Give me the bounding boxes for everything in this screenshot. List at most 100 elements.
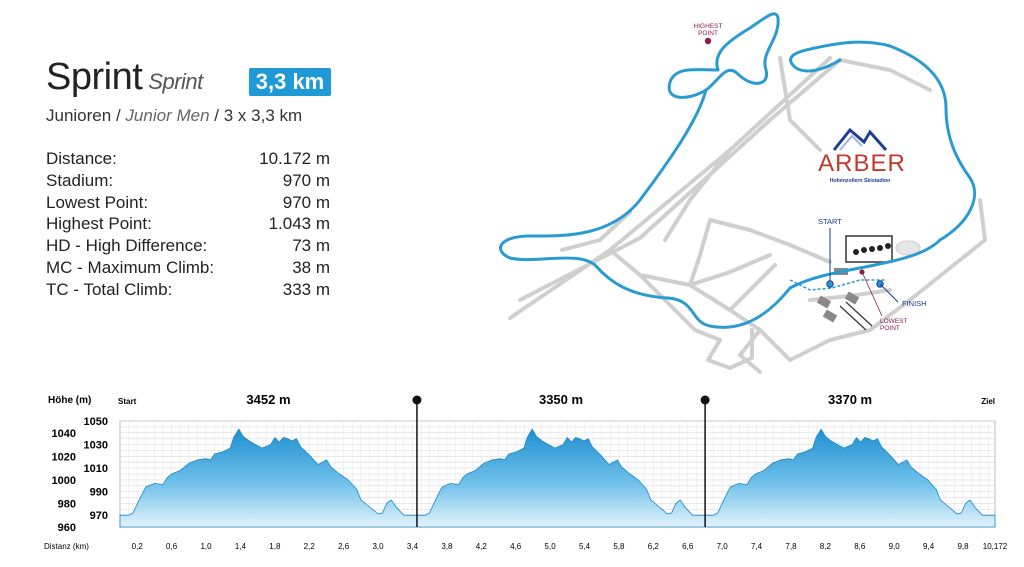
x-axis-label: Distanz (km) xyxy=(44,542,89,551)
x-tick-label: 9,4 xyxy=(923,542,935,551)
x-tick-label: 7,4 xyxy=(751,542,763,551)
stat-label: TC - Total Climb: xyxy=(46,279,173,299)
lap-separators xyxy=(412,395,710,527)
x-tick-label: 0,6 xyxy=(166,542,178,551)
x-tick-label: 10,172 xyxy=(983,542,1008,551)
lap-distance-label: 3452 m xyxy=(246,392,290,407)
lowest-point-label: LOWEST POINT xyxy=(880,318,907,332)
stat-row-distance: Distance: 10.172 m xyxy=(46,148,330,170)
x-tick-label: 9,8 xyxy=(957,542,969,551)
x-tick-label: 3,4 xyxy=(407,542,419,551)
course-stats: Distance: 10.172 m Stadium: 970 m Lowest P… xyxy=(46,148,330,301)
arber-logo: ARBER Hohenzollern Skistadion xyxy=(818,127,905,184)
lowest-point-leader xyxy=(861,271,883,317)
stat-row-highest-point: Highest Point: 1.043 m xyxy=(46,213,330,235)
category-separator: / xyxy=(214,106,219,125)
start-label: START xyxy=(818,217,842,226)
x-tick-label: 2,6 xyxy=(338,542,350,551)
x-tick-label: 9,0 xyxy=(889,542,901,551)
end-axis-label: Ziel xyxy=(981,397,995,406)
finish-label: FINISH xyxy=(902,299,927,308)
stat-value: 333 m xyxy=(282,279,330,299)
stadium-building xyxy=(822,309,838,323)
x-tick-label: 1,0 xyxy=(200,542,212,551)
y-tick-label: 1010 xyxy=(84,463,108,475)
y-tick-label: 990 xyxy=(90,487,108,499)
x-tick-label: 3,8 xyxy=(441,542,453,551)
title-main: Sprint xyxy=(46,56,143,98)
stadium-line xyxy=(839,305,867,331)
stadium-dot xyxy=(885,243,891,249)
stat-value: 970 m xyxy=(282,192,330,212)
finish-leader xyxy=(879,283,899,303)
stat-label: Distance: xyxy=(46,149,117,168)
elevation-area-lap-1 xyxy=(119,428,418,528)
stat-value: 73 m xyxy=(292,236,330,256)
x-tick-label: 4,2 xyxy=(476,542,488,551)
page-title: Sprint Sprint xyxy=(46,56,203,99)
x-tick-label: 3,0 xyxy=(372,542,384,551)
y-tick-label: 970 xyxy=(90,510,108,522)
stadium-dot xyxy=(869,246,875,252)
y-tick-label: 1000 xyxy=(52,475,76,487)
stadium-line xyxy=(845,301,873,327)
x-tick-labels: 0,2 0,6 1,0 1,4 1,8 2,2 2,6 3,0 3,4 3,8 4,2 4,6 5,0 5… xyxy=(132,542,1008,551)
elevation-area-lap-2 xyxy=(416,428,706,528)
stat-row-lowest-point: Lowest Point: 970 m xyxy=(46,192,330,214)
x-tick-label: 1,8 xyxy=(269,542,281,551)
logo-tagline: Hohenzollern Skistadion xyxy=(830,178,891,184)
x-tick-label: 8,2 xyxy=(820,542,832,551)
stat-row-stadium: Stadium: 970 m xyxy=(46,170,330,192)
x-tick-label: 6,6 xyxy=(682,542,694,551)
stat-row-total-climb: TC - Total Climb: 333 m xyxy=(46,279,330,301)
stat-label: MC - Maximum Climb: xyxy=(46,257,215,277)
title-subtitle: Sprint xyxy=(148,69,203,94)
stadium-dot xyxy=(853,249,859,255)
y-tick-label: 1020 xyxy=(52,451,76,463)
profile-area-layer xyxy=(119,428,996,528)
course-route xyxy=(499,12,976,329)
lap-separator-dot xyxy=(412,395,422,405)
stat-label: Highest Point: xyxy=(46,214,152,234)
x-tick-label: 5,4 xyxy=(579,542,591,551)
y-tick-label: 960 xyxy=(58,522,76,534)
trail-network xyxy=(508,56,987,374)
course-map: HIGHEST POINT START LOWEST POINT FINISH AR… xyxy=(499,12,987,374)
x-tick-label: 6,2 xyxy=(648,542,660,551)
category-line: Junioren / Junior Men / 3 x 3,3 km xyxy=(46,106,302,126)
category-laps: 3 x 3,3 km xyxy=(223,106,303,125)
stadium-dot xyxy=(861,247,867,253)
lap-distance-label: 3370 m xyxy=(828,392,872,407)
x-tick-label: 7,0 xyxy=(717,542,729,551)
stadium-building xyxy=(845,235,893,263)
category-separator: / xyxy=(115,106,121,125)
stadium-building xyxy=(844,291,860,305)
x-tick-label: 0,2 xyxy=(132,542,144,551)
x-tick-label: 5,0 xyxy=(545,542,557,551)
lap-separator-dot xyxy=(700,395,710,405)
x-tick-label: 1,4 xyxy=(235,542,247,551)
x-tick-label: 2,2 xyxy=(304,542,316,551)
logo-mountain-icon xyxy=(832,127,888,151)
y-tick-label: 1040 xyxy=(52,428,76,440)
distance-badge: 3,3 km xyxy=(249,68,331,96)
stat-value: 10.172 m xyxy=(259,149,330,168)
stadium xyxy=(789,235,921,331)
y-tick-label: 1050 xyxy=(84,416,108,428)
x-tick-label: 4,6 xyxy=(510,542,522,551)
lap-distance-label: 3350 m xyxy=(539,392,583,407)
stat-label: Lowest Point: xyxy=(46,192,149,212)
x-tick-label: 5,8 xyxy=(613,542,625,551)
x-tick-label: 8,6 xyxy=(854,542,866,551)
stat-value: 970 m xyxy=(282,170,330,190)
stadium-range xyxy=(895,240,921,256)
x-tick-label: 7,8 xyxy=(785,542,797,551)
stat-row-maximum-climb: MC - Maximum Climb: 38 m xyxy=(46,257,330,279)
logo-mountain-icon xyxy=(839,134,863,151)
y-tick-label: 980 xyxy=(58,498,76,510)
category-sub: Junior Men xyxy=(125,106,210,125)
stat-row-high-difference: HD - High Difference: 73 m xyxy=(46,235,330,257)
y-tick-label: 1030 xyxy=(84,440,108,452)
highest-point-label: HIGHEST POINT xyxy=(694,23,723,37)
